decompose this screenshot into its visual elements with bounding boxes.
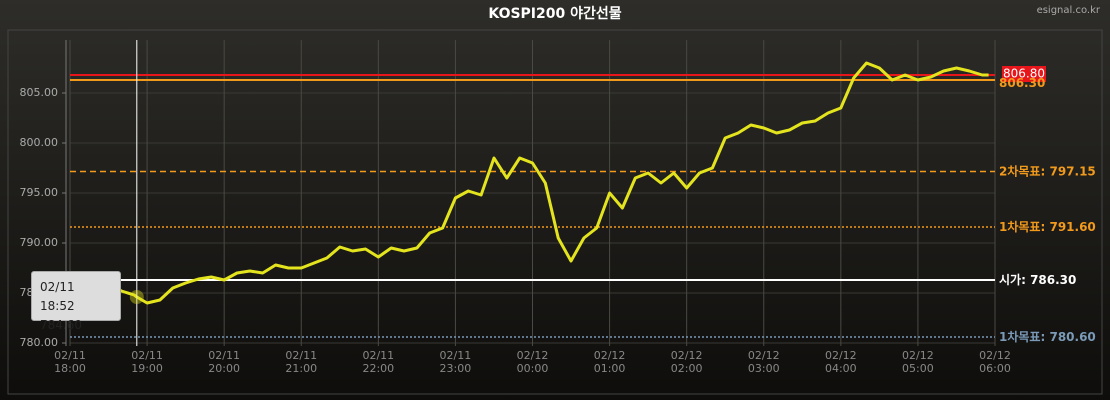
- level-label: 시가: 786.30: [999, 272, 1076, 287]
- level-name: 2차목표:: [999, 163, 1045, 178]
- frame: [7, 29, 1103, 395]
- x-tick-label: 02/12 06:00: [979, 349, 1011, 375]
- level-label: 806.30: [999, 76, 1045, 90]
- x-tick-label: 02/12 04:00: [824, 349, 857, 375]
- x-tick-label: 02/11 18:00: [54, 349, 86, 375]
- tooltip-time: 02/11 18:52: [40, 280, 75, 313]
- y-tick-label: 780.00: [20, 336, 59, 349]
- x-tick-label: 02/11 23:00: [439, 349, 472, 375]
- level-label: 1차목표: 791.60: [999, 219, 1096, 234]
- x-tick-label: 02/11 22:00: [362, 349, 395, 375]
- x-tick-label: 02/12 03:00: [747, 349, 780, 375]
- level-value: 780.60: [1049, 330, 1095, 344]
- x-tick-label: 02/12 00:00: [516, 349, 549, 375]
- x-tick-label: 02/11 21:00: [285, 349, 318, 375]
- y-tick-label: 795.00: [20, 186, 59, 199]
- chart-title: KOSPI200 야간선물: [488, 5, 621, 22]
- price-line: [69, 61, 989, 305]
- level-box: [1002, 66, 1046, 82]
- level-name: 시가:: [999, 272, 1026, 287]
- y-tick-label: 800.00: [20, 136, 59, 149]
- x-tick-label: 02/11 20:00: [208, 349, 240, 375]
- level-value: 797.15: [1049, 164, 1095, 178]
- source: esignal.co.kr: [1037, 5, 1101, 16]
- x-tick-label: 02/12 01:00: [593, 349, 626, 375]
- level-label: 1차목표: 780.60: [999, 329, 1096, 344]
- crosshair-marker: [129, 290, 144, 304]
- level-value: 786.30: [1030, 273, 1076, 287]
- level-value: 806.80: [1003, 67, 1045, 81]
- level-value: 791.60: [1049, 220, 1095, 234]
- level-name: 1차목표:: [999, 329, 1045, 344]
- x-tick-label: 02/12 05:00: [902, 349, 934, 375]
- tooltip-value: 784.60: [40, 318, 82, 332]
- x-tick-label: 02/12 02:00: [670, 349, 703, 375]
- level-label: 2차목표: 797.15: [999, 163, 1096, 178]
- level-value: 806.30: [999, 76, 1045, 90]
- y-tick-label: 790.00: [20, 236, 59, 249]
- level-name: 1차목표:: [999, 219, 1045, 234]
- y-tick-label: 805.00: [20, 86, 59, 99]
- tooltip: 02/11 18:52 784.60: [31, 271, 121, 332]
- x-tick-label: 02/11 19:00: [131, 349, 163, 375]
